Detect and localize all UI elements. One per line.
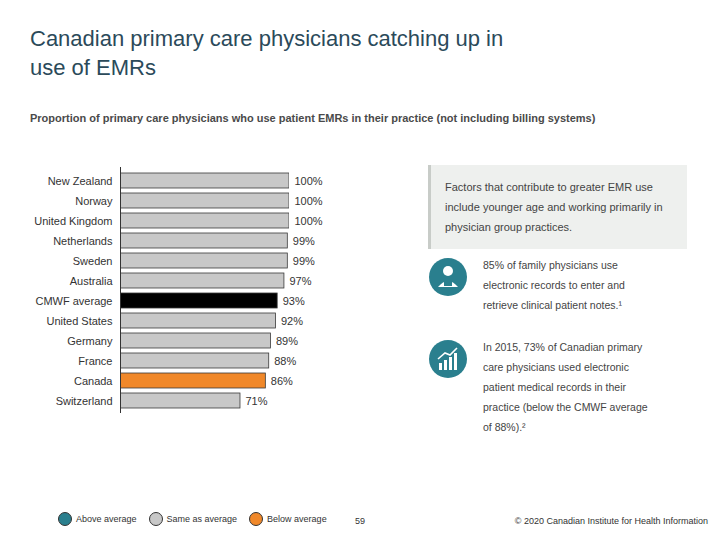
svg-text:Netherlands: Netherlands	[53, 235, 113, 247]
html-text:Proportion of primary care phy: Proportion of primary care physicians wh…	[30, 112, 596, 124]
svg-text:97%: 97%	[289, 275, 311, 287]
html-text:Same as average: Same as average	[166, 514, 238, 524]
html-text:85% of family physicians use e: 85% of family physicians use electronic …	[483, 259, 625, 311]
svg-text:92%: 92%	[281, 315, 303, 327]
html-text:In 2015, 73% of Canadian prima: In 2015, 73% of Canadian primary care ph…	[483, 341, 648, 433]
svg-text:100%: 100%	[295, 175, 323, 187]
html-text:59: 59	[355, 516, 365, 526]
svg-text:United Kingdom: United Kingdom	[34, 215, 112, 227]
html-text:© 2020 Canadian Institute for: © 2020 Canadian Institute for Health Inf…	[514, 516, 708, 526]
svg-text:France: France	[78, 355, 112, 367]
svg-text:CMWF average: CMWF average	[35, 295, 112, 307]
html-text:Canadian primary care physicia: Canadian primary care physicians catchin…	[30, 26, 504, 80]
svg-text:Australia: Australia	[70, 275, 114, 287]
svg-text:100%: 100%	[295, 215, 323, 227]
svg-text:Sweden: Sweden	[73, 255, 113, 267]
svg-text:New Zealand: New Zealand	[48, 175, 113, 187]
svg-text:100%: 100%	[295, 195, 323, 207]
svg-text:88%: 88%	[274, 355, 296, 367]
svg-text:Switzerland: Switzerland	[56, 395, 113, 407]
svg-text:Germany: Germany	[67, 335, 113, 347]
svg-text:86%: 86%	[271, 375, 293, 387]
svg-text:Norway: Norway	[75, 195, 113, 207]
svg-text:Canada: Canada	[74, 375, 113, 387]
svg-text:99%: 99%	[293, 235, 315, 247]
html-text:Below average: Below average	[267, 514, 327, 524]
svg-text:99%: 99%	[293, 255, 315, 267]
svg-text:93%: 93%	[283, 295, 305, 307]
html-text:Above average: Above average	[76, 514, 137, 524]
svg-text:71%: 71%	[245, 395, 267, 407]
svg-text:89%: 89%	[276, 335, 298, 347]
svg-text:United States: United States	[46, 315, 113, 327]
html-text:Factors that contribute to gre: Factors that contribute to greater EMR u…	[445, 181, 663, 233]
